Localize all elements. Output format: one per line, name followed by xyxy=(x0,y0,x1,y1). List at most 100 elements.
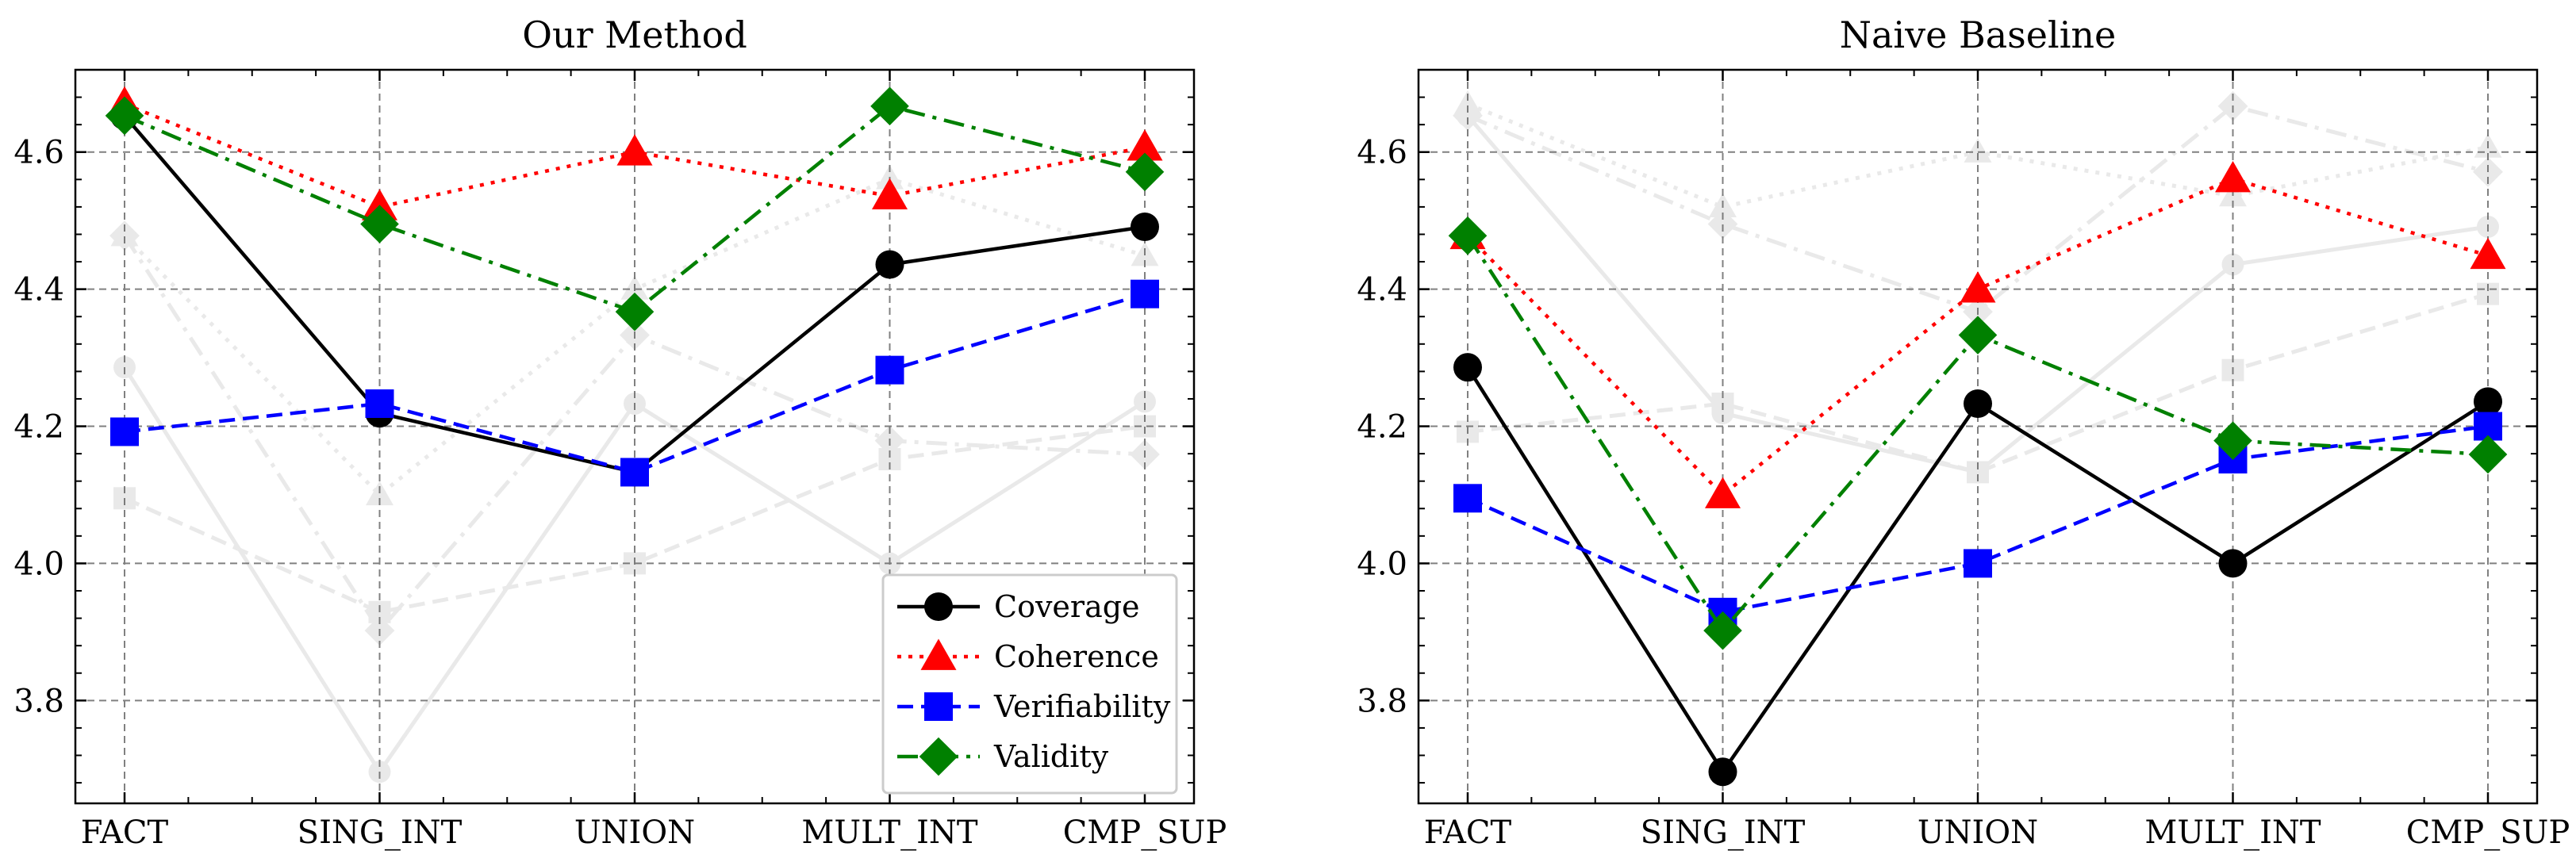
ghost-marker xyxy=(1134,390,1156,413)
ghost-marker xyxy=(1963,297,1993,328)
ghost-marker xyxy=(110,221,139,247)
legend: Coverage Coherence Verifiability Validity xyxy=(881,573,1178,795)
series-verifiability xyxy=(110,279,1159,487)
x-tick-label: SING_INT xyxy=(298,814,463,851)
data-point xyxy=(2213,421,2252,460)
data-point xyxy=(872,178,908,209)
ghost-marker xyxy=(2221,253,2244,276)
legend-marker xyxy=(924,692,953,721)
legend-label: Coverage xyxy=(994,589,1140,624)
data-point xyxy=(1703,611,1742,650)
x-tick-label: FACT xyxy=(81,814,169,851)
grid xyxy=(1419,70,2537,803)
ghost-series-group xyxy=(1453,90,2503,484)
data-point xyxy=(1960,271,1996,303)
ghost-marker xyxy=(1453,101,1483,131)
x-tick-label: CMP_SUP xyxy=(2406,814,2570,851)
x-tick-label: MULT_INT xyxy=(2144,814,2321,851)
chart-panel-1: Our Method FACT SING_INT UNION MULT_INT CMP_S… xyxy=(13,13,1227,851)
y-tick-label: 4.0 xyxy=(1357,546,1407,582)
ghost-marker xyxy=(2217,90,2248,121)
data-point xyxy=(615,292,655,331)
ghost-marker xyxy=(1130,439,1160,469)
ghost-marker xyxy=(113,487,136,510)
ghost-marker xyxy=(1134,415,1156,438)
ghost-line xyxy=(122,366,1146,776)
data-point xyxy=(1964,549,1992,578)
series-line xyxy=(124,292,1146,474)
ghost-marker xyxy=(366,481,394,506)
ghost-series-group xyxy=(109,164,1160,784)
legend-marker xyxy=(924,592,953,621)
data-point xyxy=(1448,216,1488,255)
ghost-marker xyxy=(1709,193,1737,218)
ghost-marker xyxy=(1457,104,1479,127)
data-point xyxy=(2474,387,2502,416)
legend-label: Coherence xyxy=(994,639,1159,674)
data-point xyxy=(365,389,394,419)
chart-title: Naive Baseline xyxy=(1840,13,2117,56)
y-tick-label: 4.2 xyxy=(1357,409,1407,446)
data-point xyxy=(1125,152,1165,192)
ghost-line xyxy=(1466,114,2489,475)
series-coverage xyxy=(1453,353,2502,787)
y-tick-label: 3.8 xyxy=(13,683,64,719)
ghost-marker xyxy=(109,220,140,251)
data-point xyxy=(2470,237,2506,270)
ghost-marker xyxy=(620,320,650,351)
ghost-line xyxy=(1467,102,2489,209)
data-point xyxy=(616,134,653,166)
data-point xyxy=(870,86,909,126)
ghost-marker xyxy=(878,552,901,575)
ghost-line xyxy=(1467,292,2489,475)
y-tick-label: 3.8 xyxy=(1357,683,1407,719)
ghost-marker xyxy=(1457,420,1479,443)
data-point xyxy=(1708,757,1737,787)
y-tick-label: 4.2 xyxy=(13,409,64,446)
data-point xyxy=(362,189,397,220)
data-point xyxy=(2468,435,2508,474)
ghost-line xyxy=(123,424,1146,615)
data-point xyxy=(2218,549,2248,578)
legend-box xyxy=(881,573,1178,795)
data-point xyxy=(875,355,904,385)
ghost-marker xyxy=(1711,393,1734,416)
legend-label: Verifiability xyxy=(993,689,1171,724)
ghost-marker xyxy=(876,164,904,190)
ghost-marker xyxy=(1967,461,1989,484)
ghost-marker xyxy=(2221,358,2244,381)
ghost-marker xyxy=(1453,90,1482,115)
data-point xyxy=(110,417,139,446)
ghost-marker xyxy=(624,393,646,416)
series-validity xyxy=(1448,216,2508,650)
x-tick-label: FACT xyxy=(1424,814,1512,851)
ghost-marker xyxy=(1131,241,1159,266)
legend-marker xyxy=(920,638,957,670)
ghost-line xyxy=(122,234,1146,634)
x-tick-label: UNION xyxy=(574,814,695,851)
series-validity xyxy=(105,86,1165,331)
y-tick-label: 4.6 xyxy=(1357,135,1407,171)
chart-title: Our Method xyxy=(522,13,747,56)
ghost-marker xyxy=(2474,133,2502,158)
data-point xyxy=(620,458,649,487)
ghost-marker xyxy=(1967,461,1989,484)
ghost-marker xyxy=(1964,138,1992,163)
ghost-marker xyxy=(1707,209,1738,239)
legend-label: Validity xyxy=(993,739,1109,774)
ghost-marker xyxy=(624,552,646,575)
x-tick-label: SING_INT xyxy=(1641,814,1806,851)
ghost-marker xyxy=(113,356,136,379)
y-tick-label: 4.4 xyxy=(1357,272,1407,308)
ghost-marker xyxy=(2477,282,2499,305)
ghost-line xyxy=(123,176,1146,498)
x-tick-label: MULT_INT xyxy=(801,814,977,851)
legend-marker xyxy=(919,737,958,776)
data-point xyxy=(1131,279,1159,308)
data-point xyxy=(1131,212,1159,241)
data-point xyxy=(1127,129,1163,161)
series-line xyxy=(124,104,1146,314)
chart-panel-2: Naive Baseline FACT SING_INT UNION MULT_INT C… xyxy=(1357,13,2570,851)
ghost-marker xyxy=(364,615,395,646)
